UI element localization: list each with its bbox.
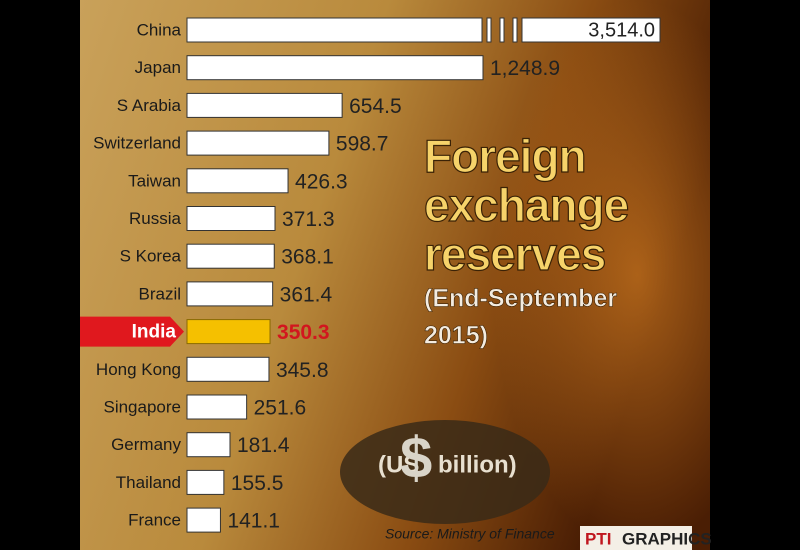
category-label: China [137, 20, 182, 39]
value-label: 598.7 [336, 133, 389, 156]
category-label: Hong Kong [96, 360, 181, 379]
chart-title: reserves [424, 228, 605, 280]
bar [186, 17, 483, 43]
bar [186, 206, 276, 231]
chart-subtitle: (End-September [424, 285, 617, 313]
value-label: 368.1 [281, 246, 334, 269]
value-label: 345.8 [276, 359, 329, 382]
chart-title: exchange [424, 179, 629, 231]
bar [186, 130, 330, 156]
bar-break [499, 17, 505, 43]
bar [186, 168, 289, 194]
bar [186, 394, 248, 420]
value-label: 141.1 [227, 510, 280, 533]
category-label: Switzerland [93, 134, 181, 153]
value-label: 371.3 [282, 208, 335, 231]
value-label: 350.3 [277, 321, 330, 344]
category-label: Taiwan [128, 171, 181, 190]
category-label: S Arabia [117, 96, 182, 115]
highlight-arrow [80, 316, 184, 347]
category-label: France [128, 511, 181, 530]
category-label: Russia [129, 209, 182, 228]
bar-break [512, 17, 518, 43]
credit-logo: PTI [585, 529, 611, 548]
bar-continued [521, 17, 661, 43]
credit-text: GRAPHICS [622, 529, 712, 548]
unit-symbol: $ [400, 425, 432, 490]
value-label: 1,248.9 [490, 57, 560, 80]
bar [186, 55, 484, 81]
bar [186, 356, 270, 382]
bar [186, 319, 271, 345]
unit-suffix: billion) [438, 451, 517, 478]
value-label: 361.4 [280, 283, 333, 306]
bar [186, 281, 274, 307]
unit-badge [340, 420, 550, 524]
chart-title: Foreign [424, 130, 586, 182]
category-label: Germany [111, 435, 181, 454]
chart-subtitle: 2015) [424, 322, 488, 350]
value-label: 155.5 [231, 472, 284, 495]
bar [186, 469, 225, 495]
value-label: 654.5 [349, 95, 402, 118]
value-label: 251.6 [254, 397, 307, 420]
category-label: Singapore [103, 397, 181, 416]
category-label: S Korea [120, 247, 182, 266]
bar [186, 243, 275, 269]
category-label: India [132, 322, 177, 343]
category-label: Brazil [138, 284, 181, 303]
category-label: Thailand [116, 473, 181, 492]
category-label: Japan [135, 58, 181, 77]
source: Source: Ministry of Finance [385, 526, 555, 542]
bar [186, 507, 221, 533]
value-label: 181.4 [237, 434, 290, 457]
value-label: 426.3 [295, 170, 348, 193]
bar [186, 432, 231, 458]
credit-box [580, 526, 692, 550]
bar [186, 92, 343, 118]
value-label: 3,514.0 [588, 19, 655, 41]
bar-break [486, 17, 492, 43]
unit-prefix: (US [378, 451, 419, 478]
